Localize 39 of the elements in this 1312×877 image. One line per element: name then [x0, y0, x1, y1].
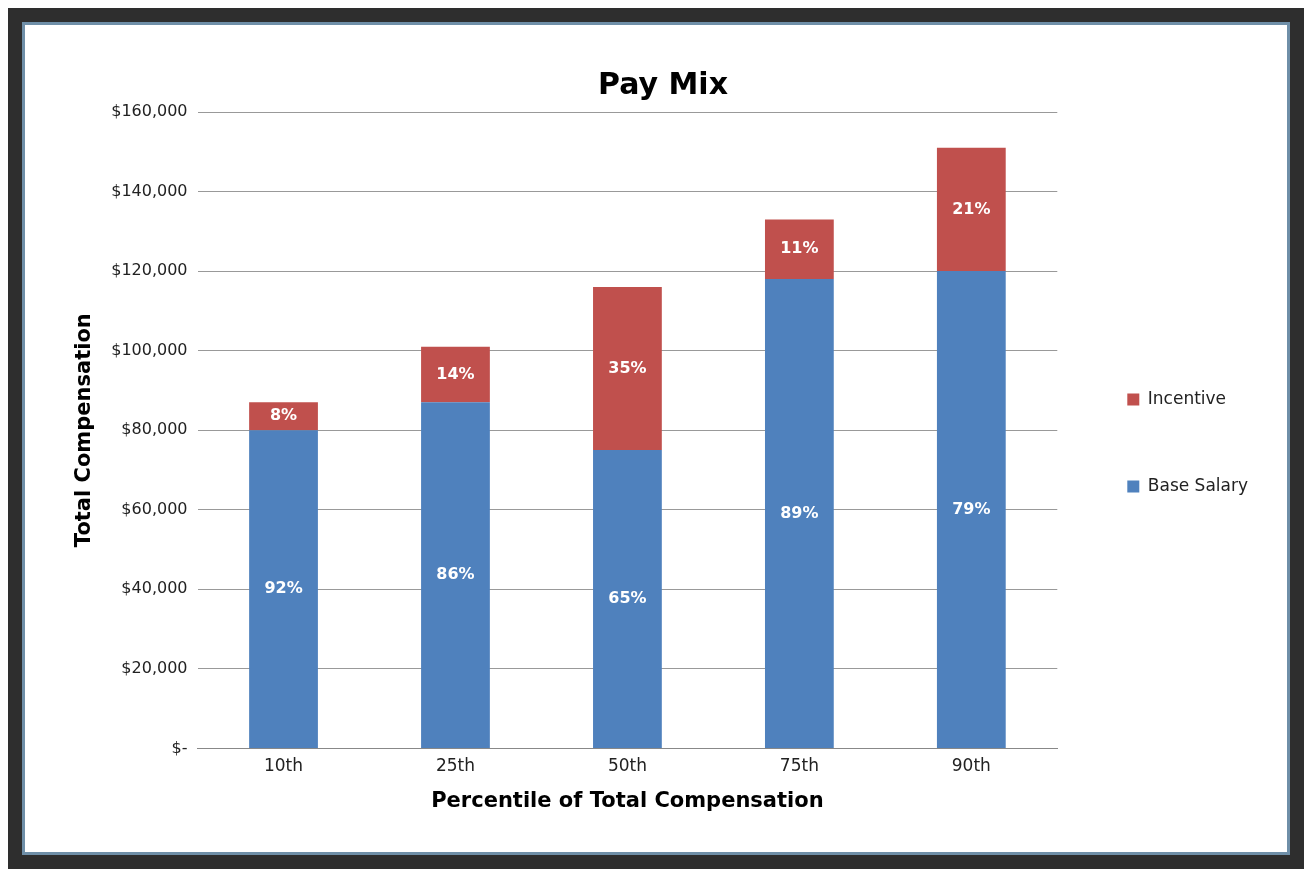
x-tick-label: 75th — [779, 755, 819, 776]
annotation: 8% — [269, 405, 298, 425]
annotation: 65% — [608, 588, 647, 608]
bar — [421, 346, 490, 403]
chart-title: Pay Mix — [598, 65, 728, 101]
x-tick-label: 50th — [607, 755, 647, 776]
x-tick-label: 25th — [435, 755, 476, 776]
legend-label: Base Salary — [1147, 474, 1248, 495]
bar — [936, 271, 1006, 748]
y-tick-label: $20,000 — [121, 658, 188, 678]
bar — [593, 450, 662, 748]
bar — [764, 279, 834, 748]
y-tick-label: $120,000 — [111, 260, 188, 280]
y-tick-label: $100,000 — [111, 339, 188, 359]
annotation: 11% — [780, 238, 819, 258]
annotation: 35% — [608, 357, 647, 377]
bar — [593, 287, 662, 451]
annotation: 79% — [952, 498, 991, 518]
x-axis-title: Percentile of Total Compensation — [431, 787, 824, 812]
y-tick-label: $- — [171, 737, 188, 757]
bar — [249, 402, 318, 431]
x-tick-label: 90th — [951, 755, 991, 776]
bar — [249, 430, 318, 748]
y-axis-title: Total Compensation — [71, 313, 96, 548]
bar — [764, 219, 834, 280]
y-tick-label: $60,000 — [121, 498, 188, 518]
annotation: 86% — [436, 564, 475, 584]
x-tick-label: 10th — [263, 755, 304, 776]
y-tick-label: $40,000 — [121, 578, 188, 598]
y-tick-label: $80,000 — [121, 419, 188, 439]
legend-label: Incentive — [1147, 387, 1227, 408]
annotation: 21% — [952, 198, 991, 218]
annotation: 14% — [436, 363, 475, 383]
bar — [421, 402, 490, 748]
annotation: 92% — [264, 578, 303, 598]
annotation: 89% — [780, 502, 819, 522]
y-tick-label: $160,000 — [111, 101, 188, 121]
bar — [936, 147, 1006, 272]
y-tick-label: $140,000 — [111, 180, 188, 200]
